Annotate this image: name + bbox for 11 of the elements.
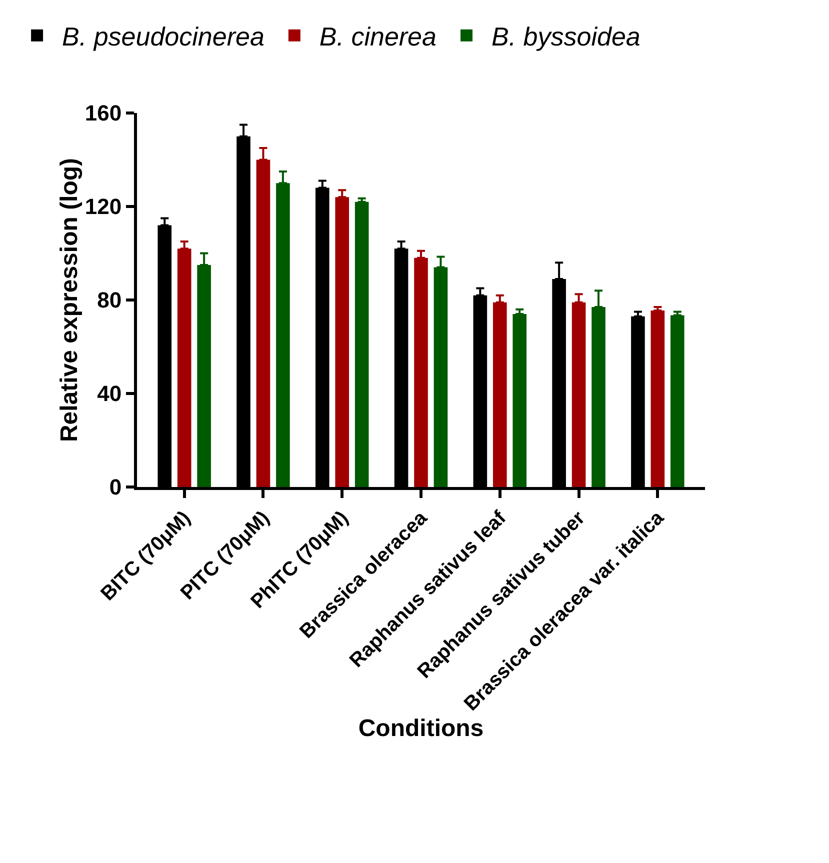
legend-label: B. pseudocinerea	[62, 22, 264, 52]
bar	[354, 202, 369, 487]
legend-label: B. byssoidea	[491, 22, 640, 52]
y-tick-label: 120	[84, 194, 122, 220]
y-tick-label: 160	[84, 100, 122, 126]
y-tick-label: 0	[109, 474, 122, 500]
y-tick-label: 80	[97, 288, 122, 313]
legend-label: B. cinerea	[319, 22, 436, 52]
y-tick-label: 40	[97, 381, 122, 406]
x-axis-title: Conditions	[358, 715, 484, 742]
y-axis-title: Relative expression (log)	[56, 158, 83, 442]
